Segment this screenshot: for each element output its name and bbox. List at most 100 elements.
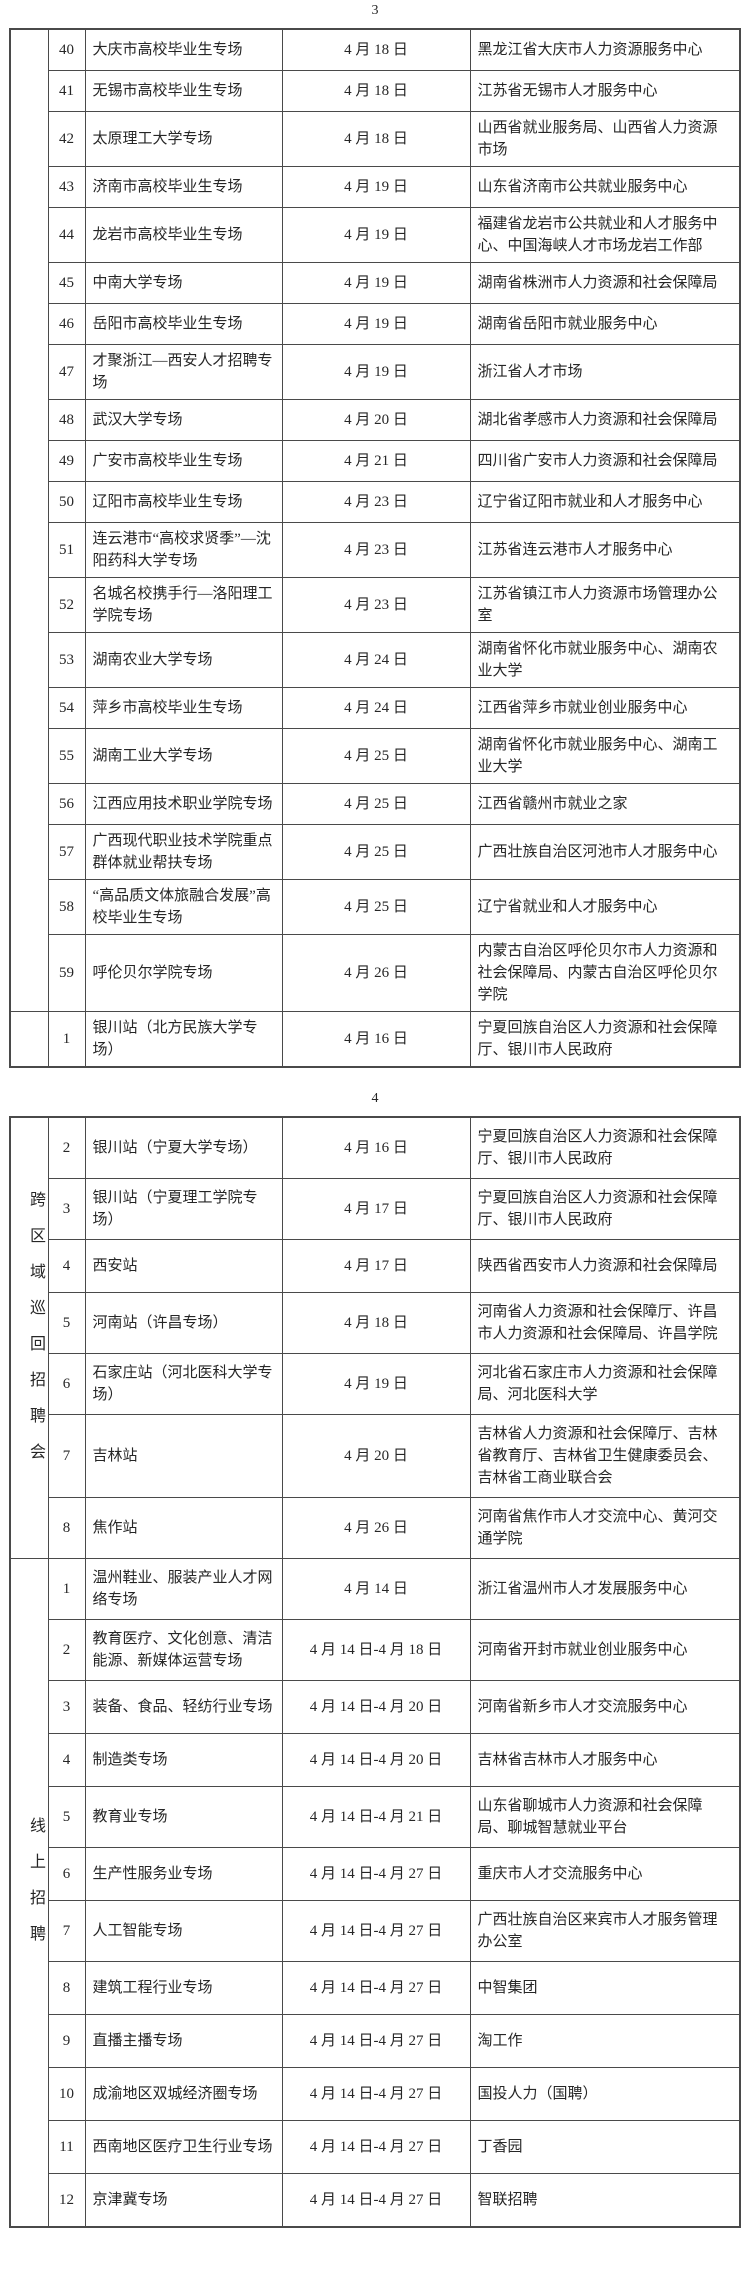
- row-number-cell: 53: [47, 632, 86, 688]
- table-row: 48 武汉大学专场 4 月 20 日湖北省孝感市人力资源和社会保障局: [10, 399, 741, 441]
- event-date-cell: 4 月 26 日: [281, 934, 471, 1012]
- event-date-cell: 4 月 14 日: [281, 1558, 471, 1620]
- page-number: 3: [371, 3, 379, 18]
- organizer-cell: 黑龙江省大庆市人力资源服务中心: [469, 28, 741, 71]
- event-name-cell: 银川站（宁夏大学专场）: [84, 1116, 283, 1179]
- event-name-cell: 吉林站: [84, 1414, 283, 1498]
- organizer-cell: 山东省济南市公共就业服务中心: [469, 166, 741, 208]
- event-date-cell: 4 月 14 日-4 月 27 日: [281, 2014, 471, 2068]
- event-date-cell: 4 月 20 日: [281, 1414, 471, 1498]
- event-name-cell: 建筑工程行业专场: [84, 1961, 283, 2015]
- organizer-cell: 湖南省怀化市就业服务中心、湖南工业大学: [469, 728, 741, 784]
- row-number-cell: 56: [47, 783, 86, 825]
- event-name-cell: 无锡市高校毕业生专场: [84, 70, 283, 112]
- table-row: 4 制造类专场 4 月 14 日-4 月 20 日吉林省吉林市人才服务中心: [10, 1733, 741, 1787]
- row-number-cell: 57: [47, 824, 86, 880]
- organizer-cell: 江西省赣州市就业之家: [469, 783, 741, 825]
- organizer-cell: 江苏省镇江市人力资源市场管理办公室: [469, 577, 741, 633]
- row-number-cell: 54: [47, 687, 86, 729]
- event-date-cell: 4 月 19 日: [281, 166, 471, 208]
- organizer-cell: 宁夏回族自治区人力资源和社会保障厅、银川市人民政府: [469, 1011, 741, 1068]
- row-number-cell: 1: [47, 1011, 86, 1068]
- page-number: 4: [371, 1091, 379, 1106]
- event-name-cell: 大庆市高校毕业生专场: [84, 28, 283, 71]
- table-row: 43 济南市高校毕业生专场 4 月 19 日山东省济南市公共就业服务中心: [10, 166, 741, 208]
- event-date-cell: 4 月 23 日: [281, 522, 471, 578]
- row-number-cell: 7: [47, 1900, 86, 1962]
- organizer-cell: 智联招聘: [469, 2173, 741, 2228]
- event-name-cell: 银川站（宁夏理工学院专场）: [84, 1178, 283, 1240]
- organizer-cell: 江苏省连云港市人才服务中心: [469, 522, 741, 578]
- event-name-cell: 名城名校携手行—洛阳理工学院专场: [84, 577, 283, 633]
- event-name-cell: 河南站（许昌专场）: [84, 1292, 283, 1354]
- table-row: 5 教育业专场 4 月 14 日-4 月 21 日山东省聊城市人力资源和社会保障局、…: [10, 1786, 741, 1848]
- event-date-cell: 4 月 18 日: [281, 111, 471, 167]
- table-row: 45 中南大学专场 4 月 19 日湖南省株洲市人力资源和社会保障局: [10, 262, 741, 304]
- organizer-cell: 浙江省人才市场: [469, 344, 741, 400]
- table-row: 53 湖南农业大学专场 4 月 24 日湖南省怀化市就业服务中心、湖南农业大学: [10, 632, 741, 688]
- row-number-cell: 2: [47, 1619, 86, 1681]
- table-row: 59 呼伦贝尔学院专场 4 月 26 日内蒙古自治区呼伦贝尔市人力资源和社会保障局、…: [10, 934, 741, 1012]
- event-name-cell: 中南大学专场: [84, 262, 283, 304]
- event-name-cell: 银川站（北方民族大学专场）: [84, 1011, 283, 1068]
- event-name-cell: 萍乡市高校毕业生专场: [84, 687, 283, 729]
- organizer-cell: 福建省龙岩市公共就业和人才服务中心、中国海峡人才市场龙岩工作部: [469, 207, 741, 263]
- organizer-cell: 宁夏回族自治区人力资源和社会保障厅、银川市人民政府: [469, 1116, 741, 1179]
- event-date-cell: 4 月 18 日: [281, 28, 471, 71]
- table-row: 58 “高品质文体旅融合发展”高校毕业生专场 4 月 25 日辽宁省就业和人才服务中…: [10, 879, 741, 935]
- table-row: 41 无锡市高校毕业生专场 4 月 18 日江苏省无锡市人才服务中心: [10, 70, 741, 112]
- organizer-cell: 湖南省株洲市人力资源和社会保障局: [469, 262, 741, 304]
- table-row: 10 成渝地区双城经济圈专场 4 月 14 日-4 月 27 日国投人力（国聘）: [10, 2067, 741, 2121]
- table-row: 8 焦作站 4 月 26 日河南省焦作市人才交流中心、黄河交通学院: [10, 1497, 741, 1559]
- table-row: 52 名城名校携手行—洛阳理工学院专场 4 月 23 日江苏省镇江市人力资源市场管理…: [10, 577, 741, 633]
- event-name-cell: 京津冀专场: [84, 2173, 283, 2228]
- table-row: 51 连云港市“高校求贤季”—沈阳药科大学专场 4 月 23 日江苏省连云港市人才服…: [10, 522, 741, 578]
- category-cell: [9, 28, 49, 1012]
- row-number-cell: 58: [47, 879, 86, 935]
- table-row: 1 银川站（北方民族大学专场） 4 月 16 日宁夏回族自治区人力资源和社会保障厅、…: [9, 1011, 741, 1068]
- event-date-cell: 4 月 21 日: [281, 440, 471, 482]
- event-date-cell: 4 月 16 日: [281, 1116, 471, 1179]
- row-number-cell: 40: [47, 28, 86, 71]
- event-name-cell: 温州鞋业、服装产业人才网络专场: [84, 1558, 283, 1620]
- schedule-table: 40 大庆市高校毕业生专场 4 月 18 日黑龙江省大庆市人力资源服务中心 41 无锡市…: [9, 28, 741, 1068]
- event-date-cell: 4 月 17 日: [281, 1239, 471, 1293]
- organizer-cell: 广西壮族自治区河池市人才服务中心: [469, 824, 741, 880]
- event-name-cell: 生产性服务业专场: [84, 1847, 283, 1901]
- table-row: 跨区域巡回招聘会 2 银川站（宁夏大学专场） 4 月 16 日宁夏回族自治区人力资源和…: [9, 1116, 741, 1559]
- table-row: 56 江西应用技术职业学院专场 4 月 25 日江西省赣州市就业之家: [10, 783, 741, 825]
- event-date-cell: 4 月 25 日: [281, 728, 471, 784]
- organizer-cell: 丁香园: [469, 2120, 741, 2174]
- row-number-cell: 48: [47, 399, 86, 441]
- event-date-cell: 4 月 14 日-4 月 20 日: [281, 1680, 471, 1734]
- event-name-cell: 焦作站: [84, 1497, 283, 1559]
- event-date-cell: 4 月 14 日-4 月 27 日: [281, 1847, 471, 1901]
- table-row: 57 广西现代职业技术学院重点群体就业帮扶专场 4 月 25 日广西壮族自治区河池市…: [10, 824, 741, 880]
- organizer-cell: 国投人力（国聘）: [469, 2067, 741, 2121]
- row-number-cell: 41: [47, 70, 86, 112]
- event-name-cell: 济南市高校毕业生专场: [84, 166, 283, 208]
- event-name-cell: 人工智能专场: [84, 1900, 283, 1962]
- event-name-cell: 湖南工业大学专场: [84, 728, 283, 784]
- event-date-cell: 4 月 23 日: [281, 577, 471, 633]
- organizer-cell: 湖北省孝感市人力资源和社会保障局: [469, 399, 741, 441]
- event-date-cell: 4 月 14 日-4 月 18 日: [281, 1619, 471, 1681]
- organizer-cell: 陕西省西安市人力资源和社会保障局: [469, 1239, 741, 1293]
- event-name-cell: 辽阳市高校毕业生专场: [84, 481, 283, 523]
- event-name-cell: 直播主播专场: [84, 2014, 283, 2068]
- event-date-cell: 4 月 25 日: [281, 879, 471, 935]
- row-number-cell: 52: [47, 577, 86, 633]
- event-name-cell: 教育医疗、文化创意、清洁能源、新媒体运营专场: [84, 1619, 283, 1681]
- table-row: 54 萍乡市高校毕业生专场 4 月 24 日江西省萍乡市就业创业服务中心: [10, 687, 741, 729]
- event-name-cell: 太原理工大学专场: [84, 111, 283, 167]
- event-date-cell: 4 月 23 日: [281, 481, 471, 523]
- event-date-cell: 4 月 25 日: [281, 824, 471, 880]
- event-name-cell: 才聚浙江—西安人才招聘专场: [84, 344, 283, 400]
- event-name-cell: 龙岩市高校毕业生专场: [84, 207, 283, 263]
- organizer-cell: 湖南省岳阳市就业服务中心: [469, 303, 741, 345]
- event-date-cell: 4 月 14 日-4 月 27 日: [281, 2067, 471, 2121]
- row-number-cell: 55: [47, 728, 86, 784]
- event-name-cell: 广西现代职业技术学院重点群体就业帮扶专场: [84, 824, 283, 880]
- organizer-cell: 山东省聊城市人力资源和社会保障局、聊城智慧就业平台: [469, 1786, 741, 1848]
- event-date-cell: 4 月 19 日: [281, 1353, 471, 1415]
